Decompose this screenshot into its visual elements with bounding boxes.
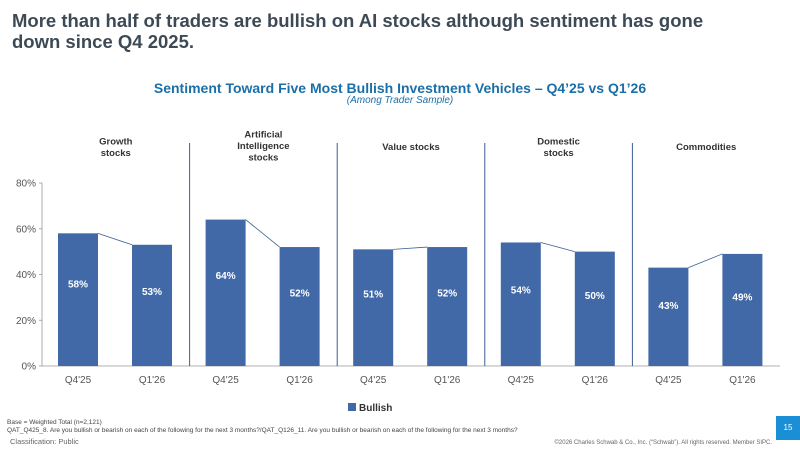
question-footnote: QAT_Q425_8. Are you bullish or bearish o… [7, 427, 518, 434]
base-footnote: Base = Weighted Total (n=2,121) [7, 419, 102, 426]
x-tick-label: Q4'25 [655, 375, 682, 386]
bar [648, 267, 689, 366]
chart-title: Sentiment Toward Five Most Bullish Inves… [153, 80, 647, 96]
chart-subtitle: (Among Trader Sample) [346, 95, 454, 106]
bar [500, 242, 541, 366]
data-label: 49% [732, 293, 752, 304]
connector-line [688, 253, 723, 269]
bar [353, 249, 394, 366]
bar [574, 251, 615, 366]
y-tick-label: 60% [16, 224, 36, 235]
connector-line [97, 232, 133, 246]
bar [722, 253, 763, 366]
copyright-notice: ©2026 Charles Schwab & Co., Inc. (“Schwa… [554, 440, 772, 446]
x-tick-label: Q1'26 [286, 375, 313, 386]
data-label: 52% [290, 288, 310, 299]
x-tick-label: Q4'25 [212, 375, 239, 386]
legend-label: Bullish [359, 403, 392, 414]
connector-line [393, 246, 428, 250]
y-tick-label: 80% [16, 179, 36, 190]
page-number: 15 [776, 416, 800, 440]
y-tick-label: 40% [16, 270, 36, 281]
x-tick-label: Q4'25 [508, 375, 535, 386]
data-label: 52% [437, 288, 457, 299]
data-label: 64% [216, 271, 236, 282]
x-tick-label: Q1'26 [729, 375, 756, 386]
data-label: 54% [511, 285, 531, 296]
data-label: 58% [68, 280, 88, 291]
classification-label: Classification: Public [10, 437, 79, 446]
data-label: 43% [658, 301, 678, 312]
group-label: Commodities [676, 142, 736, 153]
data-label: 53% [142, 287, 162, 298]
y-tick-label: 20% [16, 316, 36, 327]
bar [58, 233, 98, 366]
connector-line [540, 242, 575, 253]
legend-swatch [348, 403, 356, 411]
x-tick-label: Q1'26 [434, 375, 461, 386]
y-tick-label: 0% [22, 362, 37, 373]
connector-line [245, 219, 280, 248]
group-label: Artificial Intelligence stocks [237, 130, 289, 164]
data-label: 50% [585, 291, 605, 302]
group-label: Growth stocks [99, 136, 132, 159]
x-tick-label: Q4'25 [65, 375, 92, 386]
x-tick-label: Q1'26 [582, 375, 609, 386]
data-label: 51% [363, 290, 383, 301]
group-label: Value stocks [382, 142, 440, 153]
headline: More than half of traders are bullish on… [12, 10, 704, 52]
bar [279, 247, 320, 366]
x-tick-label: Q1'26 [139, 375, 166, 386]
x-tick-label: Q4'25 [360, 375, 387, 386]
group-label: Domestic stocks [537, 136, 580, 159]
bar [205, 219, 246, 366]
bar [132, 244, 172, 366]
bar [427, 247, 468, 366]
